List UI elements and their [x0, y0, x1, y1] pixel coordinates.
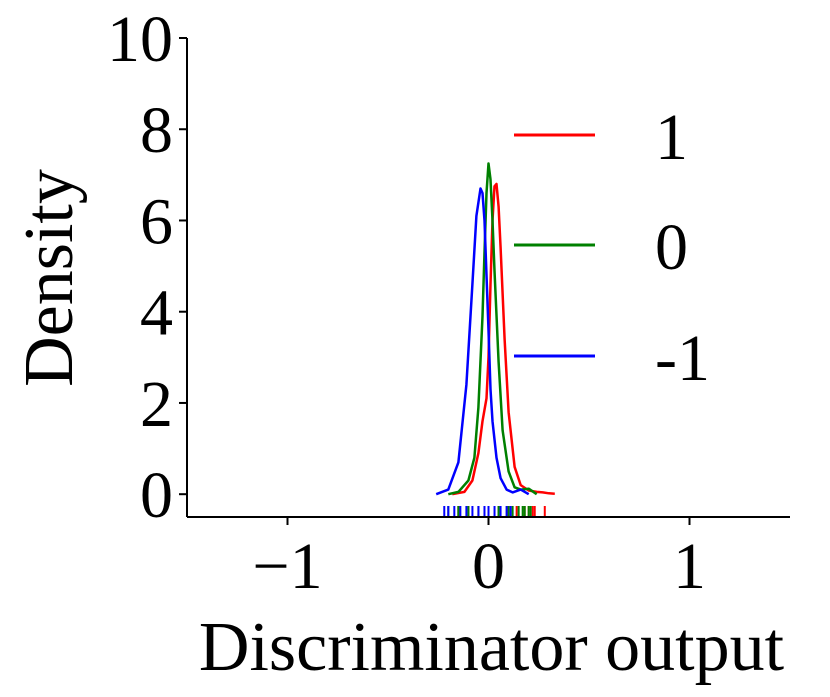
- legend-label-0: 1: [655, 101, 688, 174]
- y-tick-label: 10: [107, 3, 173, 76]
- x-axis-label: Discriminator output: [199, 609, 785, 686]
- x-ticks: −1 0 1: [252, 517, 706, 603]
- density-line-series-0: [452, 182, 555, 496]
- y-ticks: 0 2 4 6 8 10: [107, 3, 187, 532]
- legend-label-1: 0: [655, 211, 688, 284]
- y-tick-label: 0: [140, 459, 173, 532]
- plot-area: [435, 162, 555, 516]
- legend-label-2: -1: [655, 322, 710, 395]
- y-tick-label: 2: [140, 368, 173, 441]
- y-tick-label: 8: [140, 94, 173, 167]
- density-line-series-1: [448, 162, 538, 496]
- x-tick-label: 1: [673, 530, 706, 603]
- legend: 1 0 -1: [514, 101, 710, 395]
- x-tick-label: 0: [472, 530, 505, 603]
- y-axis-label: Density: [11, 169, 88, 387]
- y-tick-label: 6: [140, 185, 173, 258]
- y-tick-label: 4: [140, 277, 173, 350]
- x-tick-label: −1: [252, 530, 322, 603]
- density-line-series-2: [435, 187, 530, 496]
